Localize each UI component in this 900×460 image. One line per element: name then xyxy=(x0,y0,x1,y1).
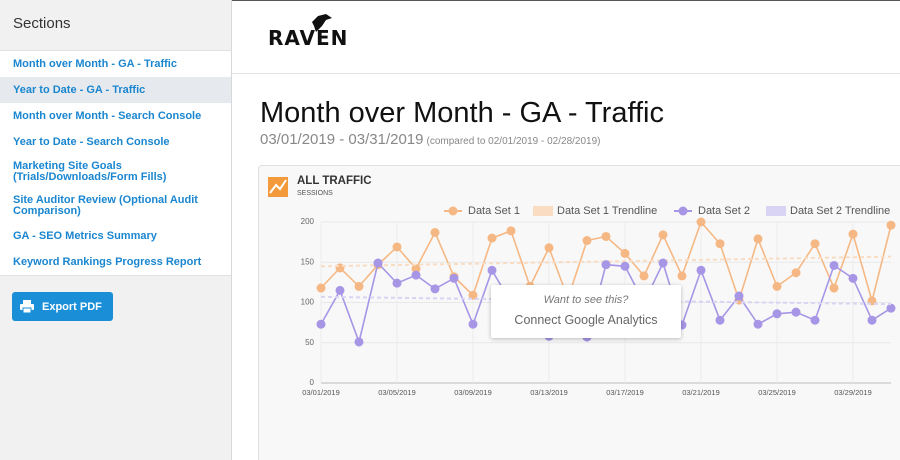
data-point xyxy=(411,270,421,280)
x-tick-label: 03/17/2019 xyxy=(606,388,644,397)
data-point xyxy=(677,271,687,281)
chart-subtitle: SESSIONS xyxy=(297,190,333,197)
date-range: 03/01/2019 - 03/31/2019 xyxy=(260,131,424,148)
x-tick-label: 03/13/2019 xyxy=(530,388,568,397)
comparison-range: (compared to 02/01/2019 - 02/28/2019) xyxy=(426,136,601,147)
data-point xyxy=(392,278,402,288)
data-point xyxy=(734,291,744,301)
legend-label: Data Set 2 xyxy=(698,205,750,217)
data-point xyxy=(335,285,345,295)
data-point xyxy=(316,283,326,293)
data-point xyxy=(772,281,782,291)
logo: RAVEN xyxy=(268,26,349,50)
section-link[interactable]: Year to Date - GA - Traffic xyxy=(0,77,231,103)
data-point xyxy=(601,260,611,270)
legend-swatch xyxy=(448,206,458,216)
y-tick-label: 150 xyxy=(301,257,315,266)
logo-bird xyxy=(312,14,332,32)
section-link[interactable]: Year to Date - Search Console xyxy=(13,135,170,148)
data-point xyxy=(848,229,858,239)
overlay-prompt: Want to see this? xyxy=(543,294,629,306)
data-point xyxy=(411,264,421,274)
data-point xyxy=(620,248,630,258)
y-tick-label: 100 xyxy=(301,298,315,307)
data-point xyxy=(829,283,839,293)
x-tick-label: 03/05/2019 xyxy=(378,388,416,397)
data-point xyxy=(886,220,896,230)
data-point xyxy=(753,234,763,244)
legend-label: Data Set 1 Trendline xyxy=(557,205,657,217)
x-tick-label: 03/29/2019 xyxy=(834,388,872,397)
data-point xyxy=(658,258,668,268)
data-point xyxy=(829,260,839,270)
legend-label: Data Set 1 xyxy=(468,205,520,217)
data-point xyxy=(848,273,858,283)
legend-swatch xyxy=(766,206,786,216)
data-point xyxy=(487,233,497,243)
data-point xyxy=(696,265,706,275)
chart-icon-glyph xyxy=(269,179,287,194)
data-point xyxy=(468,319,478,329)
legend-label: Data Set 2 Trendline xyxy=(790,205,890,217)
x-tick-label: 03/09/2019 xyxy=(454,388,492,397)
data-point xyxy=(544,243,554,253)
data-point xyxy=(601,231,611,241)
data-point xyxy=(468,290,478,300)
x-tick-label: 03/25/2019 xyxy=(758,388,796,397)
data-point xyxy=(354,337,364,347)
data-point xyxy=(715,315,725,325)
data-point xyxy=(810,239,820,249)
data-point xyxy=(582,236,592,246)
section-list: Month over Month - GA - Traffic Year to D… xyxy=(0,50,231,276)
section-link[interactable]: Marketing Site Goals (Trials/Downloads/F… xyxy=(13,160,167,183)
legend-swatch xyxy=(533,206,553,216)
data-point xyxy=(449,273,459,283)
top-bar xyxy=(232,0,900,74)
y-tick-label: 0 xyxy=(310,378,315,387)
data-point xyxy=(791,307,801,317)
date-line: 03/01/2019 - 03/31/2019 (compared to 02/0… xyxy=(260,131,601,149)
data-point xyxy=(430,284,440,294)
section-link[interactable]: Keyword Rankings Progress Report xyxy=(13,255,202,268)
y-tick-label: 200 xyxy=(301,217,315,226)
data-point xyxy=(506,226,516,236)
data-point xyxy=(639,271,649,281)
x-tick-label: 03/21/2019 xyxy=(682,388,720,397)
data-point xyxy=(658,230,668,240)
export-label: Export PDF xyxy=(42,300,102,313)
data-point xyxy=(791,268,801,278)
sidebar: Sections Month over Month - GA - Traffic… xyxy=(0,0,232,460)
data-point xyxy=(867,315,877,325)
data-point xyxy=(696,217,706,227)
data-point xyxy=(354,281,364,291)
legend-swatch xyxy=(678,206,688,216)
data-point xyxy=(715,239,725,249)
y-tick-label: 50 xyxy=(305,338,314,347)
x-tick-label: 03/01/2019 xyxy=(302,388,340,397)
chart-title: ALL TRAFFIC xyxy=(297,175,372,187)
section-link[interactable]: Month over Month - Search Console xyxy=(13,109,202,122)
data-point xyxy=(772,309,782,319)
section-link[interactable]: Site Auditor Review (Optional Audit Comp… xyxy=(13,194,198,217)
data-point xyxy=(753,319,763,329)
data-point xyxy=(430,227,440,237)
data-point xyxy=(316,319,326,329)
overlay-action[interactable]: Connect Google Analytics xyxy=(514,313,658,327)
printer-icon xyxy=(20,300,34,313)
page-title: Month over Month - GA - Traffic xyxy=(260,97,665,129)
data-point xyxy=(335,263,345,273)
data-point xyxy=(373,258,383,268)
data-point xyxy=(810,315,820,325)
sidebar-title: Sections xyxy=(13,15,71,32)
data-point xyxy=(487,265,497,275)
data-point xyxy=(620,261,630,271)
export-button[interactable]: Export PDF xyxy=(12,292,113,321)
connect-overlay[interactable]: Want to see this? Connect Google Analyti… xyxy=(491,285,681,338)
section-link[interactable]: GA - SEO Metrics Summary xyxy=(13,229,157,242)
data-point xyxy=(392,242,402,252)
section-link[interactable]: Month over Month - GA - Traffic xyxy=(13,57,177,70)
data-point xyxy=(886,303,896,313)
